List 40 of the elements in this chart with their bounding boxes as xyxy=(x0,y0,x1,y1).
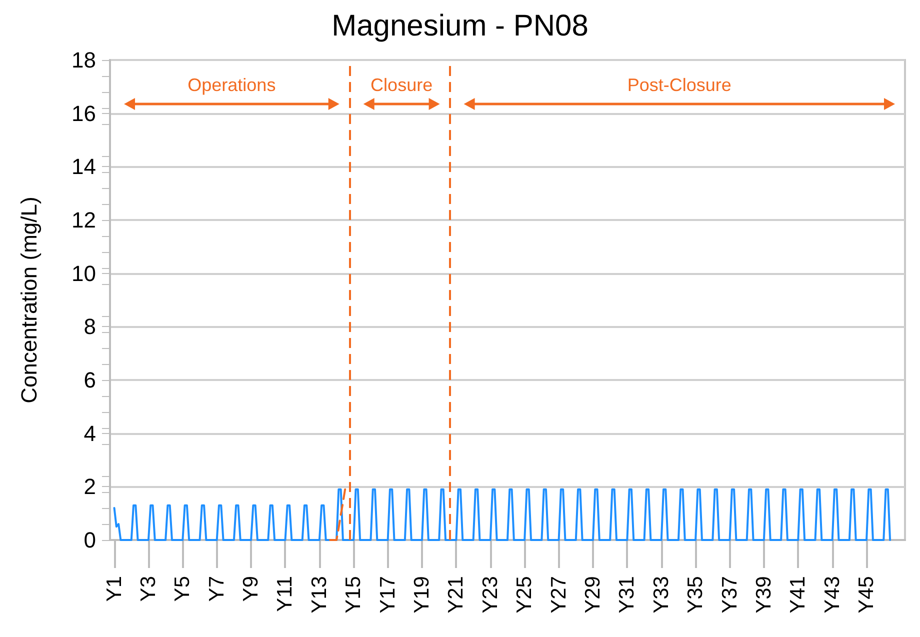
x-tick-label: Y13 xyxy=(308,576,331,614)
line-series xyxy=(113,488,892,541)
x-tick-label: Y45 xyxy=(855,576,878,614)
x-tick-label: Y43 xyxy=(820,576,844,614)
x-tick-label: Y9 xyxy=(240,576,263,602)
x-tick-label: Y3 xyxy=(136,576,160,602)
x-tick-label: Y39 xyxy=(752,576,776,614)
x-tick-label: Y5 xyxy=(171,576,194,602)
x-tick-label: Y27 xyxy=(547,576,570,614)
annotation: Operations xyxy=(188,75,276,95)
y-axis-title: Concentration (mg/L) xyxy=(16,196,42,404)
y-tick-label: 8 xyxy=(84,314,96,340)
x-tick-label: Y23 xyxy=(478,576,502,614)
x-tick-label: Y11 xyxy=(274,576,297,612)
x-tick-label: Y37 xyxy=(718,576,742,614)
x-tick-label: Y21 xyxy=(444,576,468,614)
y-tick-label: 18 xyxy=(72,48,96,72)
y-tick-label: 10 xyxy=(72,260,96,286)
line-series xyxy=(329,488,346,541)
x-tick-label: Y1 xyxy=(102,576,126,602)
annotation: Closure xyxy=(370,75,433,95)
y-tick-label: 4 xyxy=(84,420,96,446)
x-tick-label: Y15 xyxy=(342,576,366,614)
x-tick-label: Y41 xyxy=(786,576,810,614)
x-tick-label: Y7 xyxy=(205,576,228,602)
y-tick-label: 2 xyxy=(84,474,96,500)
chart-title: Magnesium - PN08 xyxy=(332,10,588,42)
y-tick-label: 14 xyxy=(72,154,96,180)
y-tick-label: 16 xyxy=(72,100,96,126)
x-tick-label: Y19 xyxy=(410,576,434,614)
x-tick-label: Y17 xyxy=(376,576,400,614)
x-tick-label: Y29 xyxy=(581,576,604,614)
x-tick-label: Y33 xyxy=(650,576,673,614)
y-tick-label: 6 xyxy=(84,368,96,392)
x-tick-label: Y35 xyxy=(684,576,708,614)
x-tick-label: Y25 xyxy=(513,576,536,614)
x-tick-label: Y31 xyxy=(616,576,639,614)
y-tick-label: 0 xyxy=(84,528,96,552)
annotation: Post-Closure xyxy=(627,75,732,95)
y-tick-label: 12 xyxy=(72,208,96,232)
